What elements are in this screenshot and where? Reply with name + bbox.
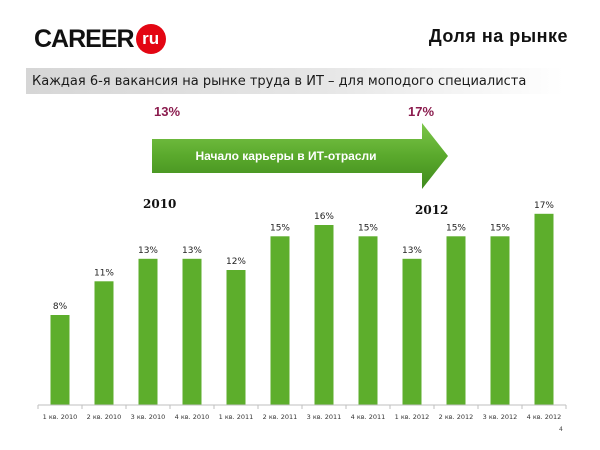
- share-end-label: 17%: [408, 104, 435, 119]
- arrow-icon: [152, 123, 448, 189]
- x-tick-label: 4 кв. 2010: [175, 413, 210, 421]
- bar: [314, 225, 334, 405]
- x-tick-label: 2 кв. 2012: [439, 413, 474, 421]
- page-number: 4: [559, 426, 563, 433]
- career-start-arrow: Начало карьеры в ИТ-отрасли: [150, 121, 450, 191]
- x-tick-label: 2 кв. 2011: [263, 413, 298, 421]
- bar-value-label: 16%: [314, 212, 334, 222]
- x-tick-label: 1 кв. 2010: [43, 413, 78, 421]
- bar-value-label: 15%: [446, 223, 466, 233]
- x-tick-label: 2 кв. 2010: [87, 413, 122, 421]
- x-tick-label: 4 кв. 2012: [527, 413, 562, 421]
- bar-value-label: 15%: [358, 223, 378, 233]
- bar-value-label: 13%: [182, 246, 202, 256]
- bar: [446, 236, 466, 406]
- bar-value-label: 17%: [534, 201, 554, 211]
- bar-value-label: 13%: [402, 246, 422, 256]
- subtitle-band: Каждая 6-я вакансия на рынке труда в ИТ …: [26, 68, 564, 94]
- bar: [534, 213, 554, 406]
- bar-value-label: 15%: [270, 223, 290, 233]
- subtitle-text: Каждая 6-я вакансия на рынке труда в ИТ …: [32, 73, 527, 89]
- x-ticks-layer: 1 кв. 2010 2 кв. 2010 3 кв. 2010 4 кв. 2010…: [37, 405, 567, 421]
- bar-value-label: 8%: [53, 302, 68, 312]
- arrow-label: Начало карьеры в ИТ-отрасли: [195, 149, 377, 163]
- bar: [226, 270, 246, 405]
- bar: [402, 258, 422, 406]
- bar-value-label: 13%: [138, 246, 158, 256]
- bars-layer: 8% 11% 13% 13% 12% 15% 16% 15% 13% 15% 15% 17%: [50, 201, 554, 406]
- logo-ru-badge: ru: [135, 24, 166, 54]
- bar-value-label: 11%: [94, 268, 114, 278]
- bar: [94, 281, 114, 406]
- career-logo: CAREER ru: [34, 24, 166, 54]
- bar: [270, 236, 290, 406]
- year-end-label: 2012: [415, 203, 449, 217]
- x-tick-label: 4 кв. 2011: [351, 413, 386, 421]
- bar: [182, 258, 202, 406]
- share-start-label: 13%: [154, 104, 181, 119]
- x-tick-label: 3 кв. 2011: [307, 413, 342, 421]
- page-title: Доля на рынке: [428, 26, 568, 46]
- x-tick-label: 1 кв. 2011: [219, 413, 254, 421]
- x-tick-label: 3 кв. 2010: [131, 413, 166, 421]
- x-tick-label: 1 кв. 2012: [395, 413, 430, 421]
- bar: [490, 236, 510, 406]
- logo-wordmark: CAREER: [34, 24, 135, 53]
- bar-value-label: 12%: [226, 257, 246, 267]
- bar: [358, 236, 378, 406]
- year-start-label: 2010: [143, 197, 177, 211]
- bar: [50, 315, 70, 405]
- bar: [138, 258, 158, 406]
- bar-value-label: 15%: [490, 223, 510, 233]
- x-tick-label: 3 кв. 2012: [483, 413, 518, 421]
